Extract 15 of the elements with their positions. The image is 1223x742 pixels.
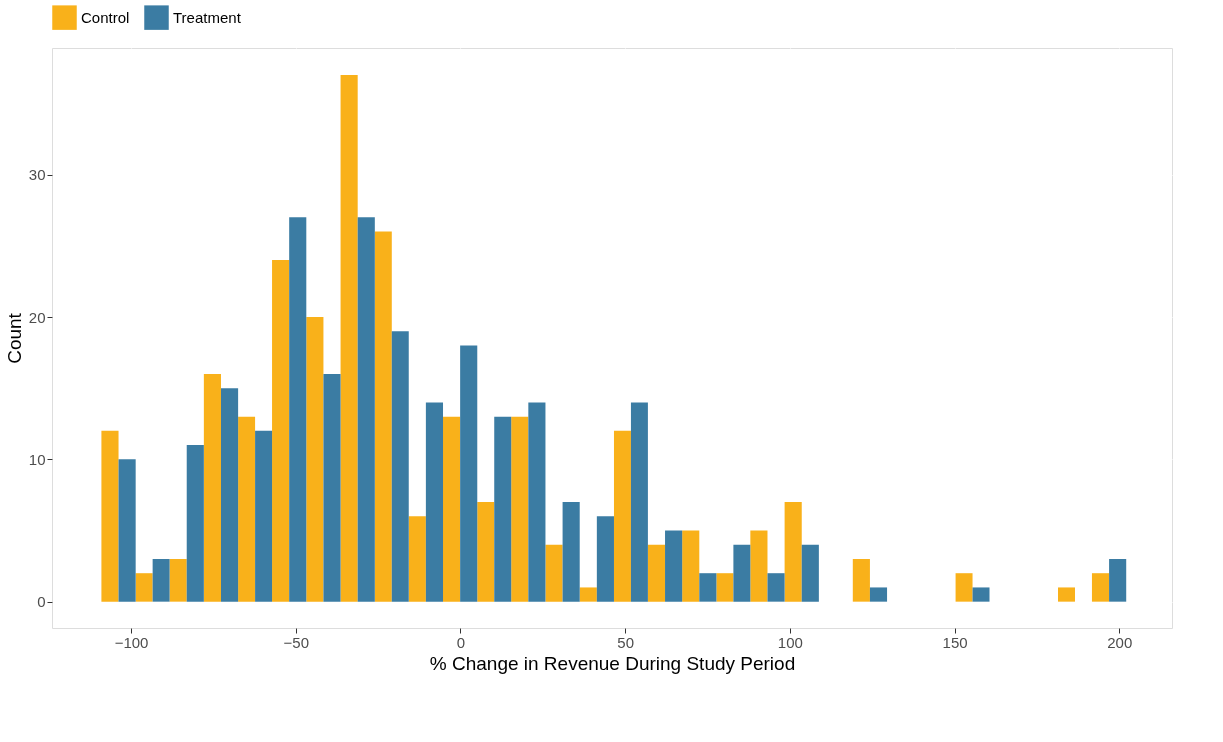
- y-tick-label: 20: [28, 308, 46, 326]
- x-tick-label: −100: [114, 633, 149, 651]
- legend-label: Control: [81, 8, 130, 26]
- y-tick-label: 30: [28, 166, 46, 184]
- x-tick-label: 100: [777, 633, 803, 651]
- y-axis-title: Count: [3, 312, 25, 364]
- x-tick-label: 50: [617, 633, 635, 651]
- y-tick-label: 0: [37, 593, 46, 611]
- x-tick-label: 150: [942, 633, 968, 651]
- x-tick-label: 0: [456, 633, 466, 651]
- y-tick-label: 10: [28, 450, 46, 468]
- legend-label: Treatment: [173, 8, 242, 26]
- x-axis-title: % Change in Revenue During Study Period: [429, 652, 796, 674]
- x-tick-label: −50: [283, 633, 309, 651]
- x-tick-label: 200: [1107, 633, 1133, 651]
